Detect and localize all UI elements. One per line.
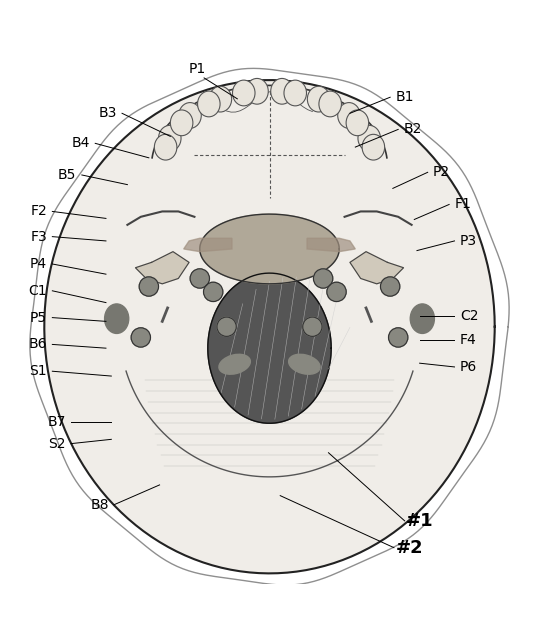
Text: P4: P4: [30, 257, 47, 271]
Ellipse shape: [232, 80, 255, 106]
Text: C2: C2: [460, 309, 478, 323]
Text: #2: #2: [396, 538, 423, 557]
Text: #1: #1: [406, 512, 434, 530]
Ellipse shape: [179, 102, 201, 128]
Circle shape: [389, 328, 408, 347]
Polygon shape: [200, 214, 339, 284]
Text: B5: B5: [58, 168, 77, 182]
Ellipse shape: [209, 86, 232, 112]
Circle shape: [303, 317, 322, 336]
Ellipse shape: [284, 80, 307, 106]
Circle shape: [204, 283, 223, 301]
Polygon shape: [184, 238, 232, 252]
Ellipse shape: [154, 135, 177, 160]
Text: B7: B7: [47, 415, 66, 429]
Text: F4: F4: [460, 333, 476, 347]
Text: P2: P2: [433, 166, 450, 179]
Polygon shape: [135, 252, 189, 284]
Ellipse shape: [158, 125, 181, 151]
Circle shape: [314, 269, 333, 288]
Ellipse shape: [288, 355, 320, 374]
Circle shape: [381, 277, 400, 296]
Ellipse shape: [410, 304, 434, 334]
Text: F2: F2: [30, 204, 47, 219]
Text: F3: F3: [30, 229, 47, 244]
Text: B1: B1: [396, 90, 414, 104]
Circle shape: [327, 283, 346, 301]
Circle shape: [190, 269, 210, 288]
Ellipse shape: [219, 355, 251, 374]
Text: P6: P6: [460, 360, 477, 374]
Ellipse shape: [346, 110, 369, 136]
Polygon shape: [208, 273, 331, 423]
Ellipse shape: [362, 135, 385, 160]
Ellipse shape: [246, 78, 268, 104]
Ellipse shape: [105, 304, 129, 334]
Text: S1: S1: [29, 364, 47, 378]
Circle shape: [131, 328, 150, 347]
Text: B2: B2: [404, 123, 422, 137]
Text: F1: F1: [454, 197, 472, 212]
Text: P5: P5: [30, 310, 47, 325]
Ellipse shape: [307, 86, 330, 112]
Circle shape: [139, 277, 158, 296]
Polygon shape: [307, 238, 355, 252]
Circle shape: [217, 317, 236, 336]
Polygon shape: [44, 80, 495, 573]
Polygon shape: [350, 252, 404, 284]
Ellipse shape: [271, 78, 293, 104]
Text: B8: B8: [90, 498, 109, 512]
Ellipse shape: [198, 91, 220, 117]
Ellipse shape: [170, 110, 193, 136]
Text: P3: P3: [460, 234, 477, 248]
Text: B3: B3: [98, 106, 116, 120]
Ellipse shape: [338, 102, 360, 128]
Text: B6: B6: [29, 337, 47, 351]
Text: B4: B4: [72, 137, 90, 150]
Ellipse shape: [319, 91, 341, 117]
Text: C1: C1: [29, 284, 47, 298]
Text: S2: S2: [48, 437, 66, 451]
Ellipse shape: [358, 125, 381, 151]
Text: P1: P1: [189, 62, 206, 76]
